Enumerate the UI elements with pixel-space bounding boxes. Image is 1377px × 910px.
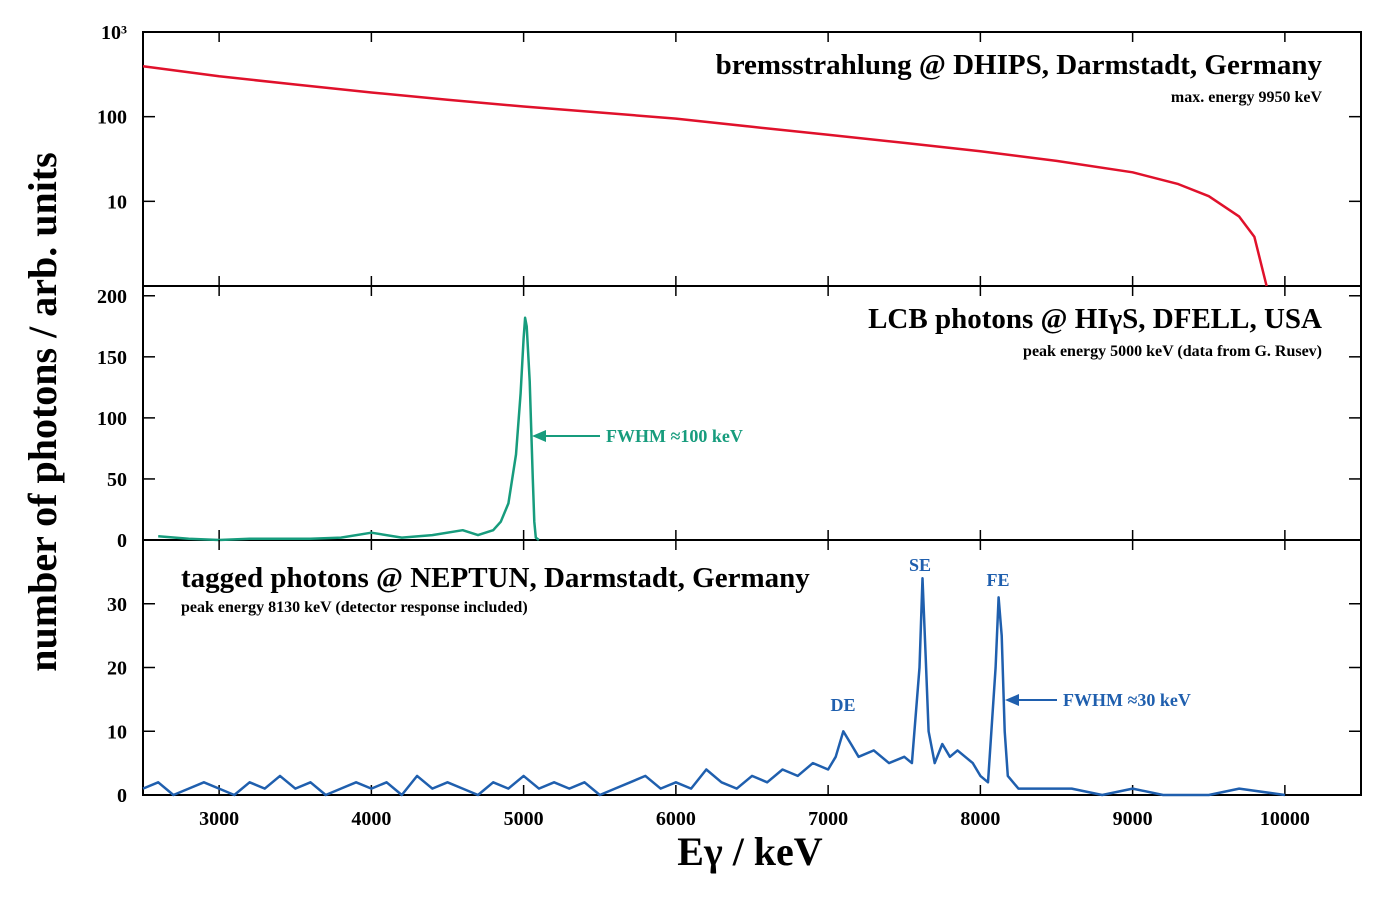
data-line — [158, 316, 540, 542]
panel-subtitle: peak energy 8130 keV (detector response … — [181, 599, 528, 616]
y-tick-label: 0 — [117, 785, 127, 807]
y-tick-label: 100 — [97, 408, 127, 430]
plot-frame — [142, 31, 1362, 796]
y-axis-label: number of photons / arb. units — [20, 152, 65, 671]
panel-subtitle: max. energy 9950 keV — [1171, 89, 1323, 106]
y-tick-label: 20 — [107, 658, 127, 680]
x-axis-label: Eγ / keV — [677, 829, 823, 874]
annotation: SE — [909, 555, 931, 575]
annotation: DE — [830, 695, 855, 715]
data-line — [142, 577, 1286, 797]
annotation: FE — [986, 570, 1009, 590]
y-tick-label: 100 — [97, 107, 127, 129]
y-tick-label: 10³ — [101, 22, 127, 44]
arrow-head — [532, 430, 546, 442]
y-tick-label: 10 — [107, 191, 127, 213]
panel-title: tagged photons @ NEPTUN, Darmstadt, Germ… — [181, 562, 810, 594]
panel-subtitle: peak energy 5000 keV (data from G. Rusev… — [1023, 343, 1322, 360]
x-tick-label: 8000 — [960, 808, 1000, 830]
x-tick-label: 4000 — [351, 808, 391, 830]
panel-title: LCB photons @ HIγS, DFELL, USA — [868, 303, 1322, 335]
x-tick-label: 10000 — [1260, 808, 1310, 830]
x-tick-label: 7000 — [808, 808, 848, 830]
y-tick-label: 30 — [107, 594, 127, 616]
y-tick-label: 0 — [117, 530, 127, 552]
annotation: FWHM ≈100 keV — [606, 426, 743, 446]
y-tick-label: 10 — [107, 721, 127, 743]
y-tick-label: 50 — [107, 469, 127, 491]
arrow-head — [1005, 694, 1019, 706]
y-tick-label: 200 — [97, 286, 127, 308]
x-tick-label: 6000 — [656, 808, 696, 830]
annotation: FWHM ≈30 keV — [1063, 690, 1191, 710]
data-line — [142, 64, 1268, 287]
y-tick-label: 150 — [97, 347, 127, 369]
panel-title: bremsstrahlung @ DHIPS, Darmstadt, Germa… — [716, 49, 1323, 81]
x-tick-label: 9000 — [1113, 808, 1153, 830]
x-tick-label: 5000 — [504, 808, 544, 830]
x-tick-label: 3000 — [199, 808, 239, 830]
